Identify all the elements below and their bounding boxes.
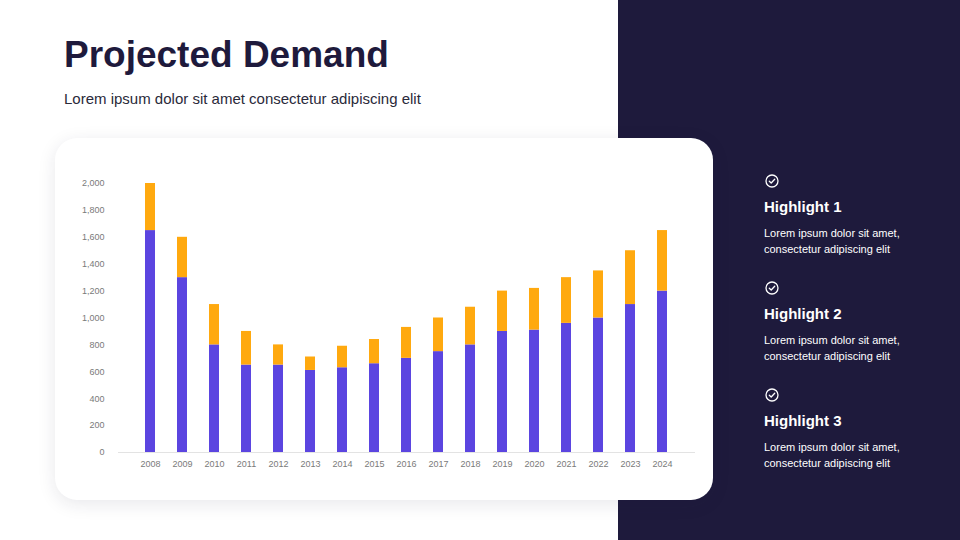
svg-text:600: 600 [89, 367, 104, 377]
svg-text:2023: 2023 [620, 459, 640, 469]
html-text:Lorem ipsum dolor sit amet con: Lorem ipsum dolor sit amet consectetur a… [64, 90, 421, 107]
svg-text:2021: 2021 [556, 459, 576, 469]
svg-text:2015: 2015 [364, 459, 384, 469]
svg-text:2020: 2020 [524, 459, 544, 469]
svg-text:1,000: 1,000 [82, 313, 105, 323]
svg-text:2016: 2016 [396, 459, 416, 469]
svg-text:2011: 2011 [237, 459, 256, 469]
svg-text:1,200: 1,200 [82, 286, 105, 296]
html-text:Lorem ipsum dolor sit amet, co: Lorem ipsum dolor sit amet, consectetur … [764, 227, 900, 255]
svg-text:1,400: 1,400 [82, 259, 105, 269]
svg-text:2010: 2010 [204, 459, 224, 469]
svg-text:2012: 2012 [268, 459, 288, 469]
svg-text:2024: 2024 [652, 459, 672, 469]
svg-text:2013: 2013 [300, 459, 320, 469]
svg-text:2022: 2022 [588, 459, 608, 469]
svg-text:2019: 2019 [492, 459, 512, 469]
svg-text:2,000: 2,000 [82, 178, 105, 188]
html-text:Projected Demand: Projected Demand [64, 34, 389, 75]
svg-text:2017: 2017 [428, 459, 448, 469]
html-text:Highlight 2: Highlight 2 [764, 305, 842, 322]
svg-text:1,600: 1,600 [82, 232, 105, 242]
html-text:Highlight 1: Highlight 1 [764, 198, 842, 215]
html-text:Lorem ipsum dolor sit amet, co: Lorem ipsum dolor sit amet, consectetur … [764, 441, 900, 469]
svg-text:2009: 2009 [172, 459, 192, 469]
svg-text:2014: 2014 [332, 459, 352, 469]
svg-text:400: 400 [89, 394, 104, 404]
svg-text:2018: 2018 [460, 459, 480, 469]
svg-text:0: 0 [99, 447, 104, 457]
svg-text:2008: 2008 [140, 459, 160, 469]
svg-text:200: 200 [89, 420, 104, 430]
html-text:Lorem ipsum dolor sit amet, co: Lorem ipsum dolor sit amet, consectetur … [764, 334, 900, 362]
svg-text:1,800: 1,800 [82, 205, 105, 215]
svg-text:800: 800 [89, 340, 104, 350]
html-text:Highlight 3: Highlight 3 [764, 412, 842, 429]
